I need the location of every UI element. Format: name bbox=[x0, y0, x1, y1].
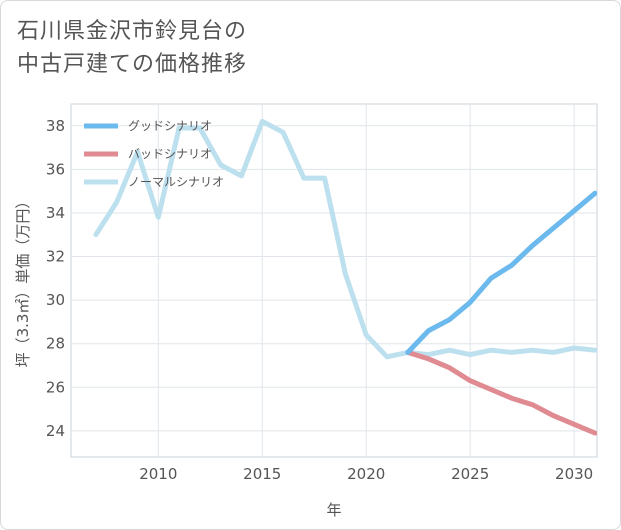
legend-label: ノーマルシナリオ bbox=[128, 175, 224, 189]
y-tick-label: 38 bbox=[46, 117, 65, 135]
series-line-1 bbox=[405, 349, 597, 436]
x-tick-label: 2015 bbox=[243, 465, 281, 483]
grid-layer bbox=[70, 103, 598, 458]
plot-area-border bbox=[70, 103, 598, 458]
x-axis-label: 年 bbox=[326, 501, 341, 519]
x-tick-label: 2020 bbox=[347, 465, 385, 483]
y-axis-label: 坪（3.3㎡）単価（万円） bbox=[14, 194, 32, 368]
series-line-2 bbox=[93, 118, 597, 360]
x-tick-label: 2010 bbox=[139, 465, 177, 483]
y-tick-label: 28 bbox=[46, 335, 65, 353]
x-tick-label: 2025 bbox=[451, 465, 489, 483]
chart-title: 石川県金沢市鈴見台の 中古戸建ての価格推移 bbox=[17, 15, 247, 81]
tick-labels: 24 26 28 30 32 34 36 38 2010 2015 2020 2025 2030 bbox=[46, 117, 593, 483]
legend-label: グッドシナリオ bbox=[128, 119, 212, 133]
y-tick-label: 30 bbox=[46, 291, 65, 309]
y-tick-label: 26 bbox=[46, 378, 65, 396]
chart-title-line-2: 中古戸建ての価格推移 bbox=[17, 52, 248, 77]
y-tick-label: 36 bbox=[46, 160, 65, 178]
x-tick-label: 2030 bbox=[555, 465, 593, 483]
chart-title-line-1: 石川県金沢市鈴見台の bbox=[17, 19, 248, 44]
series-lines bbox=[93, 118, 597, 436]
y-tick-label: 32 bbox=[46, 248, 65, 266]
y-tick-label: 24 bbox=[46, 422, 65, 440]
legend-label: バッドシナリオ bbox=[128, 147, 212, 161]
y-tick-label: 34 bbox=[46, 204, 65, 222]
series-line-0 bbox=[405, 190, 597, 355]
